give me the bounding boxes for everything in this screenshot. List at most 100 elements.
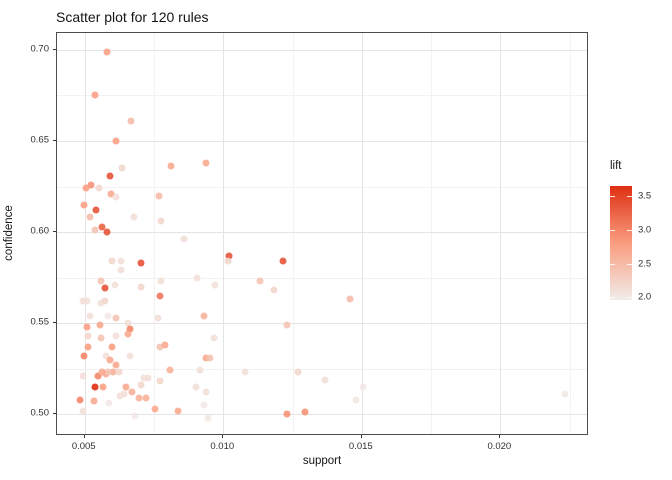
data-point: [321, 376, 329, 384]
x-axis-tick-label: 0.020: [487, 441, 512, 452]
y-major-gridline: [57, 323, 587, 325]
data-point: [115, 368, 123, 376]
data-point: [283, 321, 291, 329]
data-point: [225, 252, 233, 260]
legend-colorbar: [610, 186, 632, 300]
data-point: [157, 217, 165, 225]
data-point: [241, 368, 249, 376]
data-point: [104, 312, 112, 320]
data-point: [151, 405, 159, 413]
y-axis-tick-label: 0.70: [30, 43, 50, 55]
data-point: [161, 341, 169, 349]
y-minor-gridline: [57, 368, 587, 370]
data-point: [84, 343, 92, 351]
data-point: [116, 392, 124, 400]
x-major-gridline: [223, 33, 225, 434]
y-axis-tick: [53, 231, 56, 233]
data-point: [204, 414, 212, 422]
data-point: [109, 368, 117, 376]
data-point: [106, 172, 114, 180]
x-major-gridline: [361, 33, 363, 434]
data-point: [112, 361, 120, 369]
y-axis-tick: [53, 48, 56, 50]
data-point: [83, 323, 91, 331]
x-axis-tick: [499, 435, 501, 438]
x-minor-gridline: [431, 33, 433, 434]
data-point: [112, 314, 120, 322]
data-point: [117, 266, 125, 274]
data-point: [135, 394, 143, 402]
data-point: [210, 334, 218, 342]
x-minor-gridline: [153, 33, 155, 434]
data-point: [104, 368, 112, 376]
x-major-gridline: [84, 33, 86, 434]
data-point: [91, 226, 99, 234]
data-point: [79, 297, 87, 305]
data-point: [126, 352, 134, 360]
legend-tick-dash: [610, 263, 615, 265]
data-point: [256, 277, 264, 285]
data-point: [346, 295, 354, 303]
legend-tick-dash: [627, 196, 632, 198]
data-point: [96, 321, 104, 329]
data-point: [80, 201, 88, 209]
data-point: [97, 334, 105, 342]
data-point: [112, 137, 120, 145]
plot-panel: [56, 32, 588, 435]
x-minor-gridline: [292, 33, 294, 434]
data-point: [130, 213, 138, 221]
y-minor-gridline: [57, 95, 587, 97]
data-point: [79, 372, 87, 380]
data-point: [561, 390, 569, 398]
data-point: [108, 343, 116, 351]
data-point: [91, 383, 99, 391]
data-point: [95, 184, 103, 192]
data-point: [99, 383, 107, 391]
data-point: [82, 184, 90, 192]
data-point: [156, 292, 164, 300]
data-point: [106, 356, 114, 363]
data-point: [294, 368, 302, 376]
x-minor-gridline: [569, 33, 571, 434]
data-point: [117, 257, 125, 265]
data-point: [202, 159, 210, 167]
data-point: [98, 223, 106, 231]
data-point: [211, 281, 219, 289]
data-point: [124, 319, 132, 327]
data-point: [103, 48, 111, 56]
data-point: [128, 388, 136, 396]
data-point: [84, 332, 92, 340]
chart-title: Scatter plot for 120 rules: [56, 9, 209, 25]
data-point: [80, 352, 88, 360]
data-point: [167, 162, 175, 170]
data-point: [111, 281, 119, 289]
data-point: [279, 257, 287, 265]
data-point: [101, 297, 109, 305]
data-point: [137, 259, 145, 267]
data-point: [140, 374, 148, 382]
data-point: [127, 117, 135, 125]
data-point: [107, 190, 115, 198]
data-point: [122, 383, 130, 391]
data-point: [154, 314, 162, 322]
x-axis-tick-label: 0.010: [210, 441, 235, 452]
data-point: [206, 354, 214, 362]
data-point: [224, 257, 232, 265]
y-axis-tick-label: 0.50: [30, 407, 50, 419]
data-point: [200, 312, 208, 320]
legend-tick-dash: [627, 263, 632, 265]
data-point: [270, 286, 278, 294]
data-point: [174, 407, 182, 414]
x-axis-tick-label: 0.015: [348, 441, 373, 452]
y-axis-tick-label: 0.60: [30, 225, 50, 237]
y-axis-title: confidence: [3, 205, 15, 261]
legend-tick-label: 2.5: [638, 258, 652, 270]
data-point: [124, 330, 132, 338]
data-point: [86, 213, 94, 221]
data-point: [103, 228, 111, 236]
y-axis-tick-label: 0.65: [30, 134, 50, 146]
data-point: [156, 377, 164, 385]
data-point: [97, 299, 105, 307]
data-point: [193, 274, 201, 282]
data-point: [144, 374, 152, 382]
